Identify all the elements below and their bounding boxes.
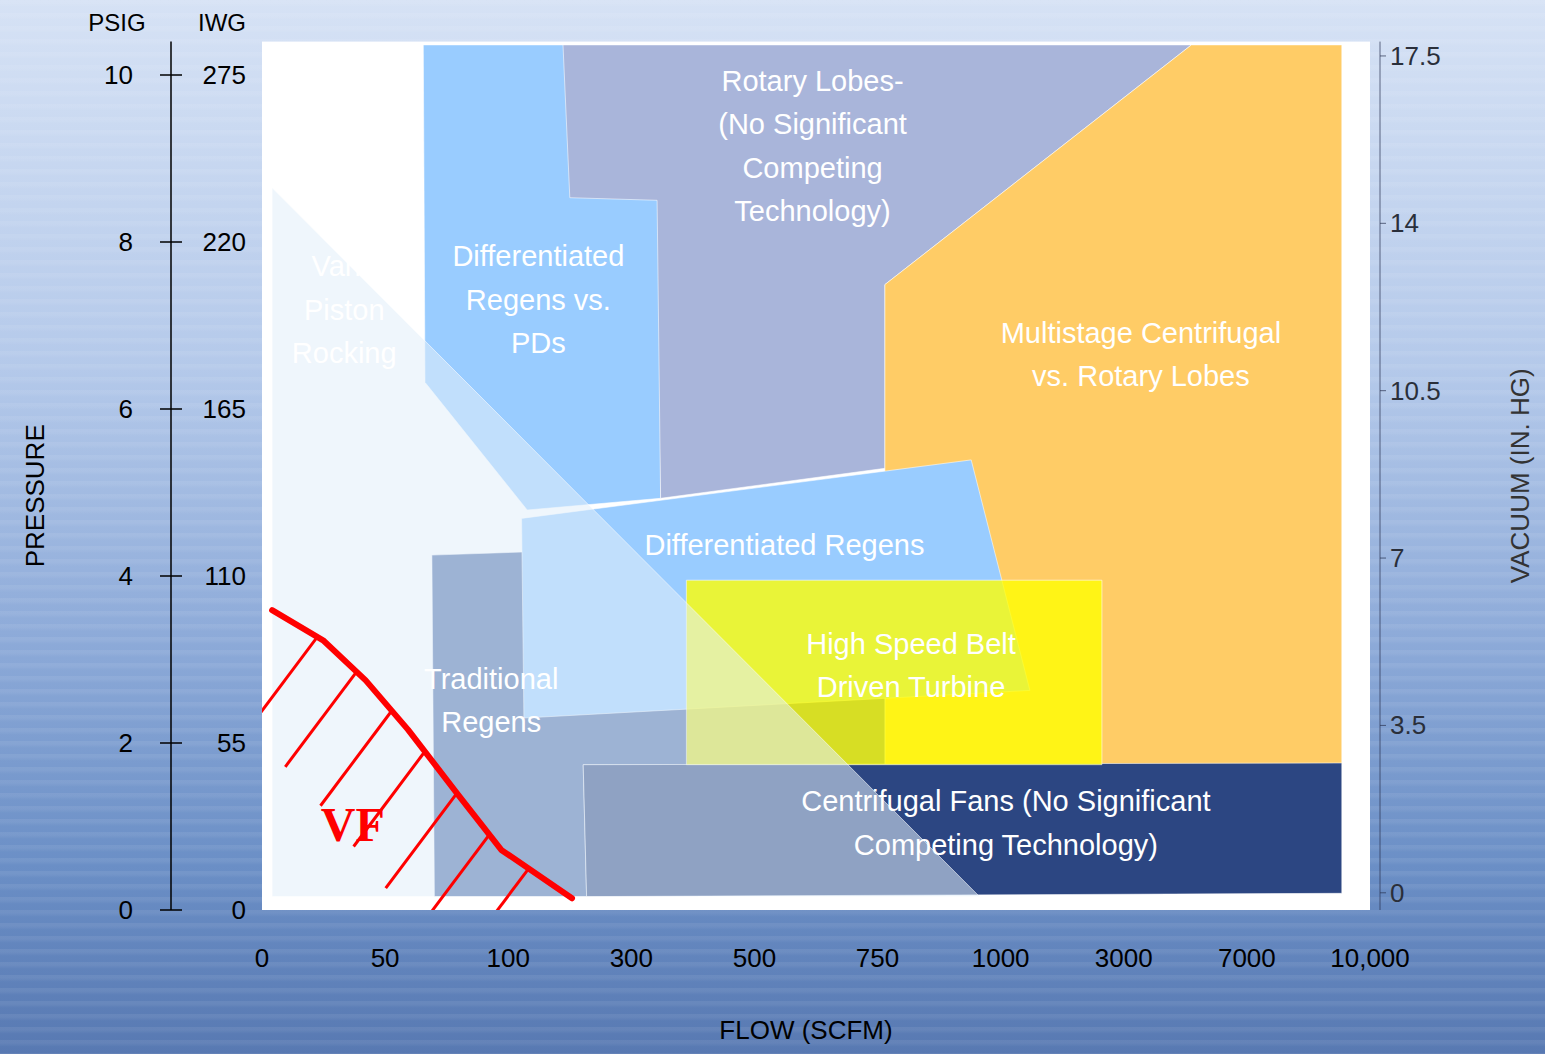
- chart: Differentiated Regens vs. PDs Rotary Lobes-…: [0, 0, 1545, 1054]
- y-tick: [160, 74, 182, 76]
- region-label: Competing: [742, 152, 882, 184]
- y2-tick: [1380, 55, 1386, 56]
- x-axis-title: FLOW (SCFM): [719, 1015, 892, 1045]
- y2-tick: [1380, 390, 1386, 391]
- x-tick-label: 0: [255, 943, 269, 973]
- region-label: Piston: [304, 294, 385, 326]
- y-alt-tick-label: 0: [232, 895, 246, 925]
- region-labels: Differentiated Regens vs. PDs Rotary Lobes-…: [292, 65, 1281, 861]
- x-tick-label: 300: [610, 943, 653, 973]
- y-alt-tick-label: 275: [203, 60, 246, 90]
- y-tick-label: 8: [119, 227, 133, 257]
- x-tick-label: 7000: [1218, 943, 1276, 973]
- region-label: Vane: [311, 250, 377, 282]
- y2-tick: [1380, 725, 1386, 726]
- region-label: Driven Turbine: [817, 671, 1006, 703]
- y-tick: [160, 241, 182, 243]
- y-alt-tick-label: 55: [217, 728, 246, 758]
- hatch: [262, 637, 317, 732]
- y2-tick: [1380, 892, 1386, 893]
- y2-tick-label: 17.5: [1390, 41, 1441, 71]
- y2-tick-label: 14: [1390, 208, 1419, 238]
- region-label: Centrifugal Fans (No Significant: [801, 785, 1210, 817]
- x-tick-label: 100: [487, 943, 530, 973]
- boundary-line: [272, 610, 572, 898]
- y2-axis-line: [1380, 42, 1381, 910]
- y-alt-units: IWG: [198, 9, 246, 36]
- plot-area: [262, 42, 1370, 910]
- y-tick-label: 10: [104, 60, 133, 90]
- y-units: PSIG: [88, 9, 145, 36]
- x-tick-label: 50: [371, 943, 400, 973]
- x-tick-label: 3000: [1095, 943, 1153, 973]
- y-tick: [160, 742, 182, 744]
- region-label: Multistage Centrifugal: [1001, 317, 1281, 349]
- hatch: [457, 869, 528, 910]
- x-tick-label: 750: [856, 943, 899, 973]
- region-label: Regens: [441, 706, 541, 738]
- y-tick-label: 6: [119, 394, 133, 424]
- y-tick: [160, 575, 182, 577]
- hatch: [321, 711, 392, 806]
- hatch: [386, 793, 457, 888]
- x-tick-label: 10,000: [1330, 943, 1410, 973]
- y-tick: [160, 909, 182, 911]
- y2-axis-title: VACUUM (IN. HG): [1505, 368, 1535, 583]
- y-axis-line: [170, 42, 172, 910]
- y-axis-title: PRESSURE: [20, 424, 50, 567]
- region-label: Competing Technology): [854, 829, 1158, 861]
- region-label: Regens vs.: [466, 284, 611, 316]
- y2-tick: [1380, 558, 1386, 559]
- region-label: Traditional: [424, 663, 558, 695]
- y2-tick: [1380, 223, 1386, 224]
- boundary-label: VF: [321, 798, 385, 851]
- y-alt-tick-label: 220: [203, 227, 246, 257]
- region-label: Technology): [734, 195, 890, 227]
- y-tick-label: 2: [119, 728, 133, 758]
- plot-marks: [262, 45, 1342, 910]
- y2-tick-label: 3.5: [1390, 710, 1426, 740]
- region-label: Rotary Lobes-: [721, 65, 903, 97]
- hatch: [285, 672, 356, 767]
- x-tick-label: 1000: [972, 943, 1030, 973]
- y-alt-tick-label: 110: [205, 561, 246, 591]
- region-label: High Speed Belt: [806, 628, 1016, 660]
- y-tick-label: 0: [119, 895, 133, 925]
- y2-tick-label: 10.5: [1390, 376, 1441, 406]
- region-label: Differentiated Regens: [644, 529, 924, 561]
- y2-tick-label: 7: [1390, 543, 1404, 573]
- region-label: Rocking: [292, 337, 397, 369]
- y-alt-tick-label: 165: [203, 394, 246, 424]
- x-tick-label: 500: [733, 943, 776, 973]
- y2-tick-label: 0: [1390, 878, 1404, 908]
- hatch: [418, 835, 489, 910]
- region-label: PDs: [511, 327, 566, 359]
- region-label: Differentiated: [452, 240, 624, 272]
- region-label: (No Significant: [718, 108, 907, 140]
- y-tick: [160, 408, 182, 410]
- y-tick-label: 4: [119, 561, 133, 591]
- region-label: vs. Rotary Lobes: [1032, 360, 1250, 392]
